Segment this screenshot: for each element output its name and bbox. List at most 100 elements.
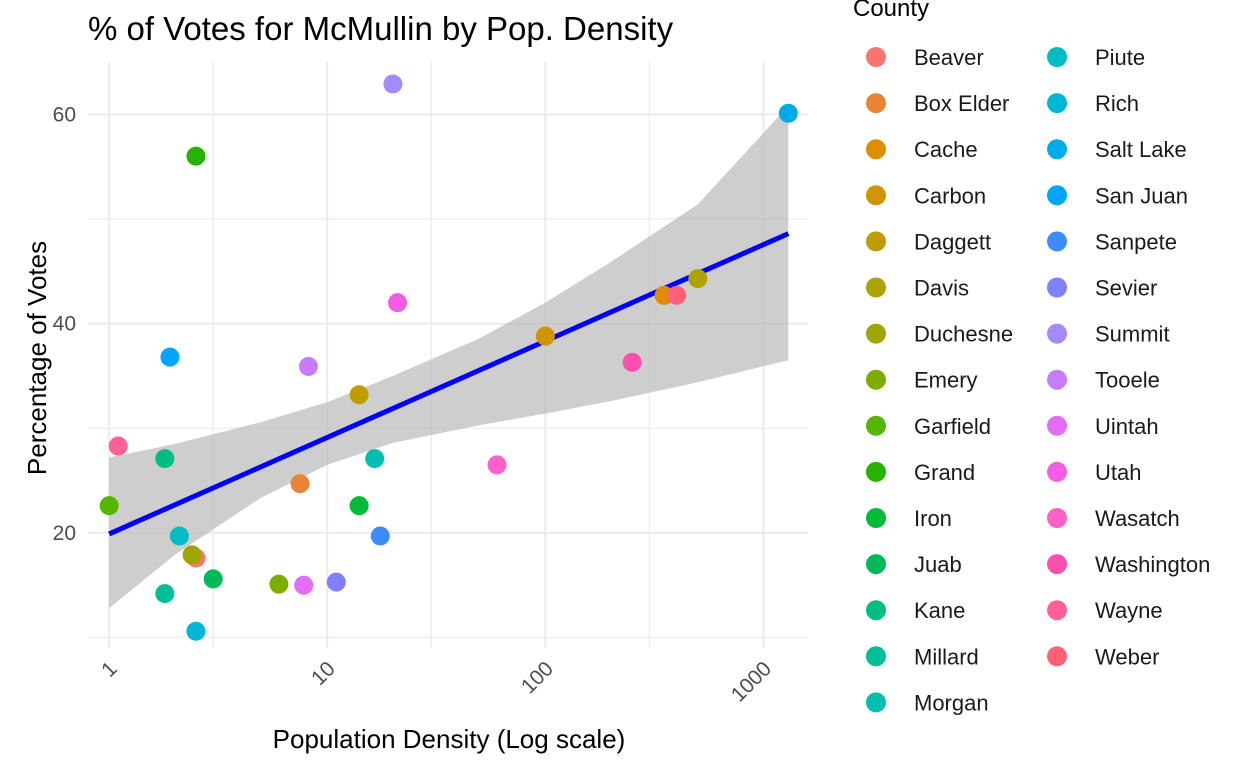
chart-title: % of Votes for McMullin by Pop. Density <box>88 10 674 47</box>
point-duchesne <box>182 545 202 565</box>
point-kane <box>155 449 175 469</box>
y-axis-ticks: 20 40 60 <box>53 103 76 545</box>
legend-label: Wasatch <box>1095 506 1180 531</box>
legend-key <box>1047 461 1067 482</box>
legend-label: Millard <box>914 644 979 669</box>
legend-key <box>866 323 886 344</box>
legend-key <box>866 646 886 667</box>
legend-label: Iron <box>914 506 952 531</box>
legend-label: Daggett <box>914 229 991 254</box>
point-daggett <box>349 385 369 405</box>
legend-key <box>866 461 886 482</box>
confidence-band-area <box>109 105 789 609</box>
legend-label: Box Elder <box>914 91 1009 116</box>
legend-key <box>1047 554 1067 575</box>
legend-label: Summit <box>1095 322 1170 347</box>
point-utah <box>388 293 408 313</box>
trend-line-group <box>108 231 790 537</box>
point-morgan <box>365 449 385 469</box>
legend-key <box>1047 369 1067 390</box>
legend-label: Grand <box>914 460 975 485</box>
legend-label: Emery <box>914 368 978 393</box>
legend-label: Salt Lake <box>1095 137 1187 162</box>
point-rich <box>186 621 206 641</box>
legend-label: Wayne <box>1095 598 1163 623</box>
legend-label: Sanpete <box>1095 229 1177 254</box>
point-emery <box>269 574 289 594</box>
legend-key <box>866 508 886 528</box>
legend-key <box>1047 600 1067 621</box>
data-points <box>99 74 798 641</box>
legend: County Beaver Box Elder Cache Carbon Daggett… <box>853 0 1210 715</box>
legend-key <box>866 369 886 390</box>
point-summit <box>383 74 403 94</box>
legend-label: Carbon <box>914 183 986 208</box>
legend-key <box>1047 139 1067 160</box>
legend-key <box>866 554 886 575</box>
point-juab <box>203 569 223 589</box>
legend-key <box>866 185 886 206</box>
legend-title: County <box>853 0 929 22</box>
legend-label: San Juan <box>1095 183 1188 208</box>
legend-label: Weber <box>1095 644 1159 669</box>
point-millard <box>155 584 175 604</box>
legend-key <box>1047 277 1067 298</box>
legend-label: Morgan <box>914 690 989 715</box>
legend-key <box>1047 415 1067 436</box>
point-tooele <box>298 357 318 377</box>
legend-label: Piute <box>1095 45 1145 70</box>
legend-key <box>866 139 886 160</box>
legend-label: Utah <box>1095 460 1141 485</box>
y-axis-title: Percentage of Votes <box>22 241 52 475</box>
legend-key <box>1047 185 1067 206</box>
y-tick-label: 20 <box>53 522 76 545</box>
point-sevier <box>326 572 346 592</box>
legend-key <box>866 231 886 252</box>
legend-key <box>866 692 886 713</box>
legend-key <box>1047 231 1067 252</box>
legend-label: Sevier <box>1095 276 1157 301</box>
legend-key <box>866 93 886 114</box>
point-wayne <box>108 436 128 456</box>
legend-label: Kane <box>914 598 965 623</box>
point-sanpete <box>370 526 390 546</box>
legend-label: Tooele <box>1095 368 1160 393</box>
x-axis-title: Population Density (Log scale) <box>273 724 626 754</box>
legend-label: Cache <box>914 137 978 162</box>
legend-key <box>866 600 886 621</box>
legend-label: Davis <box>914 276 969 301</box>
legend-label: Uintah <box>1095 414 1159 439</box>
point-uintah <box>294 575 314 595</box>
point-piute <box>169 526 189 546</box>
point-davis <box>688 269 708 289</box>
legend-label: Duchesne <box>914 322 1013 347</box>
legend-key <box>866 47 886 67</box>
legend-label: Washington <box>1095 552 1210 577</box>
point-grand <box>186 146 206 166</box>
point-carbon <box>535 326 555 346</box>
point-san-juan <box>160 347 180 367</box>
point-iron <box>349 496 369 516</box>
point-box-elder <box>290 474 310 494</box>
y-tick-label: 40 <box>53 313 76 336</box>
legend-key <box>1047 323 1067 344</box>
legend-key <box>1047 508 1067 528</box>
point-salt-lake <box>778 103 798 123</box>
legend-key <box>866 277 886 298</box>
legend-key <box>866 415 886 436</box>
legend-label: Garfield <box>914 414 991 439</box>
legend-key <box>1047 93 1067 114</box>
legend-label: Beaver <box>914 45 984 70</box>
confidence-band <box>109 105 789 609</box>
point-washington <box>622 352 642 372</box>
legend-key <box>1047 646 1067 667</box>
point-wasatch <box>487 455 507 475</box>
point-garfield <box>99 496 119 516</box>
y-tick-label: 60 <box>53 103 76 126</box>
legend-label: Rich <box>1095 91 1139 116</box>
trend-line <box>108 231 790 537</box>
point-weber <box>667 285 687 305</box>
legend-key <box>1047 47 1067 67</box>
legend-label: Juab <box>914 552 962 577</box>
